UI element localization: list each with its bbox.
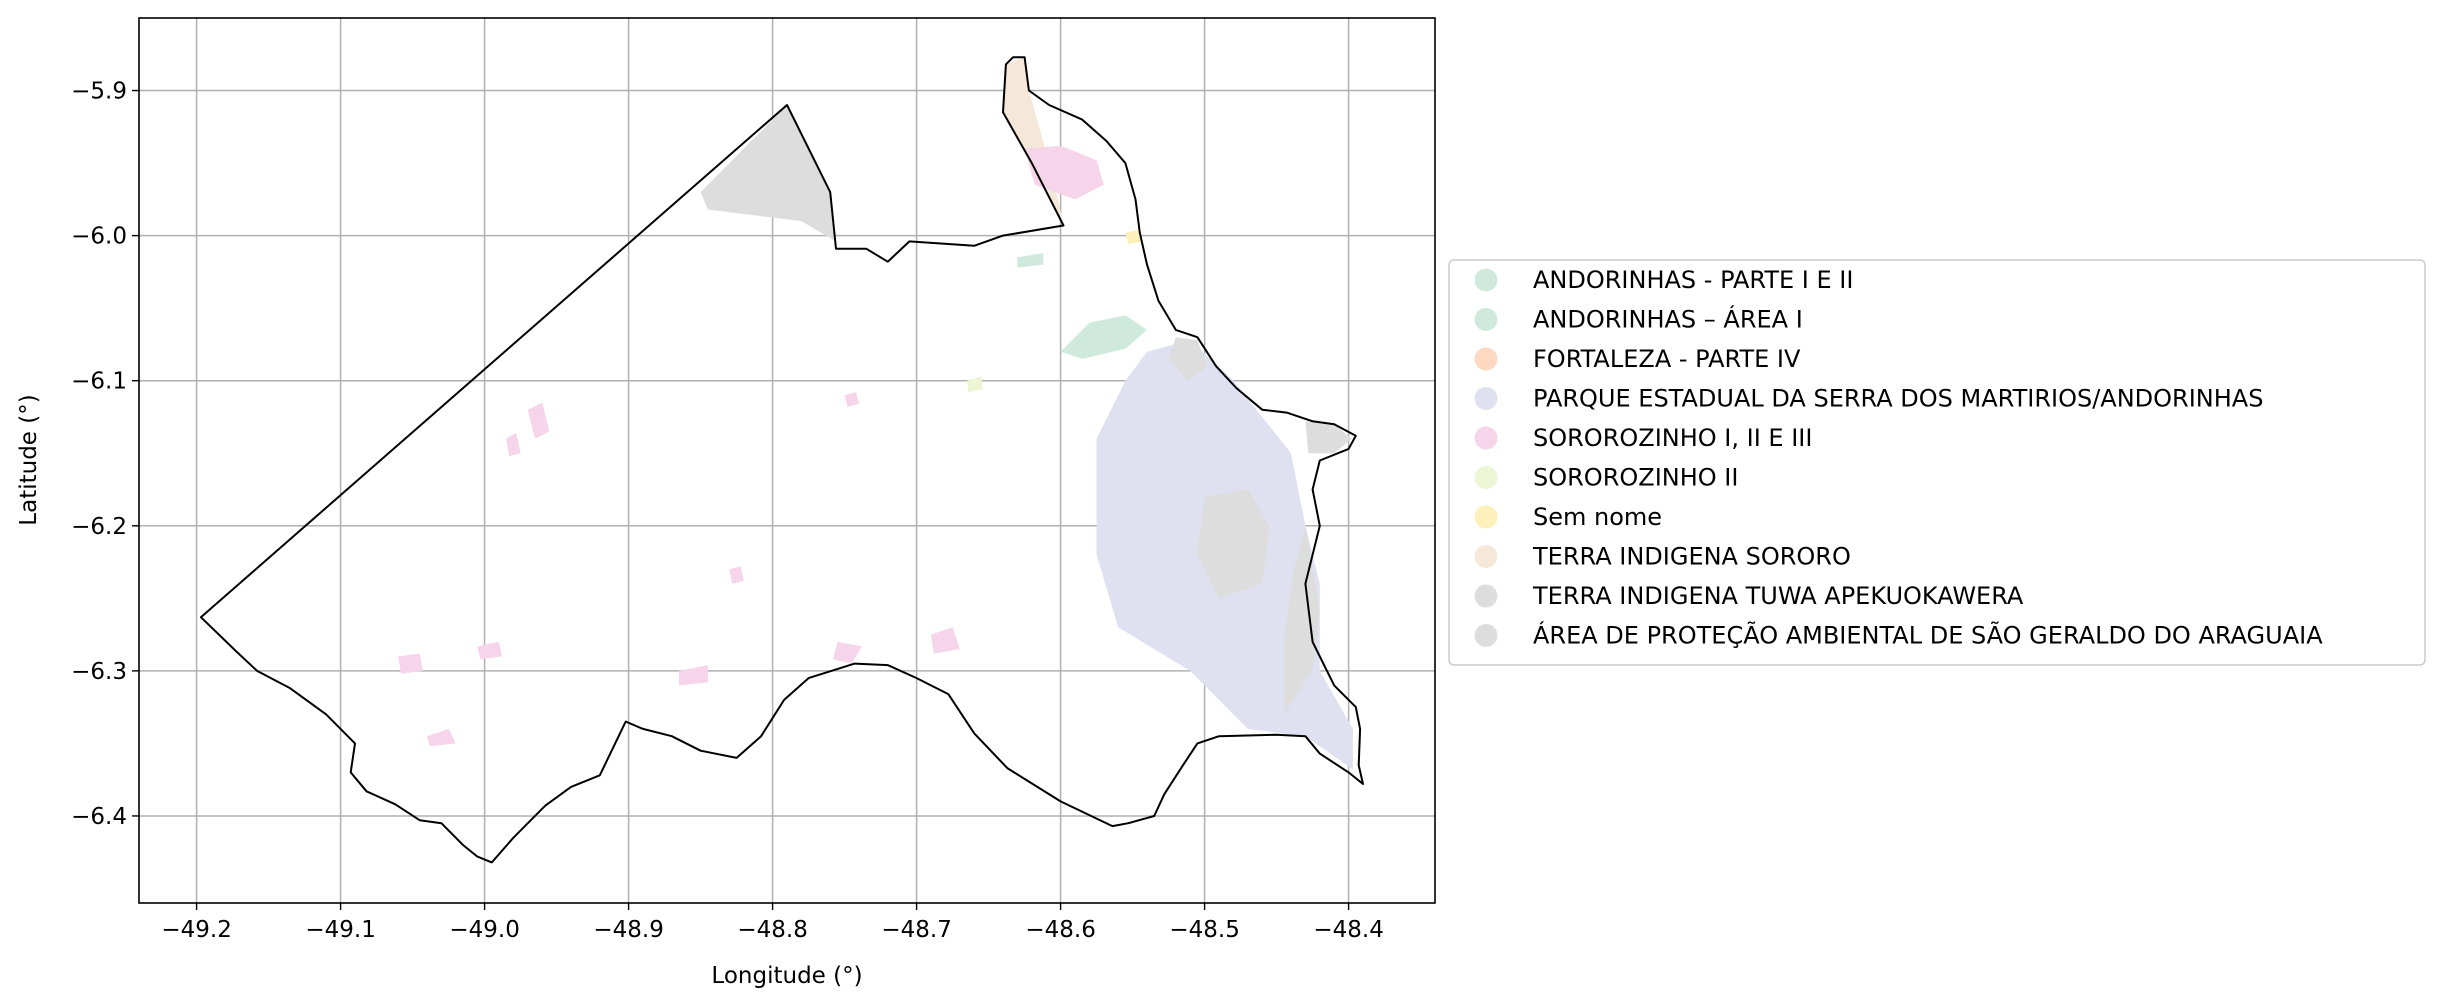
area-sem-nome: [1125, 229, 1143, 245]
legend-label: SOROROZINHO II: [1533, 464, 1738, 492]
x-tick-label: −48.6: [1025, 917, 1095, 943]
plot-frame: [138, 17, 1436, 904]
legend-entry: TERRA INDIGENA SORORO: [1474, 543, 1851, 571]
legend-entry: PARQUE ESTADUAL DA SERRA DOS MARTIRIOS/A…: [1474, 385, 2263, 413]
legend-marker: [1474, 308, 1498, 331]
legend-entry: ANDORINHAS - PARTE I E II: [1474, 266, 1853, 294]
legend-entry: ÁREA DE PROTEÇÃO AMBIENTAL DE SÃO GERALD…: [1474, 620, 2323, 650]
y-tick-label: −6.4: [71, 804, 127, 830]
legend-marker: [1474, 624, 1498, 647]
legend-label: ÁREA DE PROTEÇÃO AMBIENTAL DE SÃO GERALD…: [1533, 620, 2323, 650]
area-sororozinho-ii: [967, 376, 983, 393]
y-axis-ticks: −5.9 −6.0 −6.1 −6.2 −6.3 −6.4: [71, 79, 139, 830]
boundary-outline: [199, 56, 1364, 864]
area-sororozinho-i-ii-e-iii: [398, 653, 423, 674]
legend-entry: FORTALEZA - PARTE IV: [1474, 345, 1801, 373]
legend-marker: [1474, 347, 1498, 371]
x-tick-label: −48.9: [593, 917, 663, 943]
area-terra-indigena-sororo: [1003, 57, 1064, 226]
area-area-de-protecao-ambiental-de-sao-geraldo-do-araguaia: [1197, 489, 1270, 599]
area-terra-indigena-tuwa-apekuokawera: [700, 105, 836, 242]
area-sororozinho-i-ii-e-iii: [527, 402, 550, 439]
y-tick-label: −6.0: [71, 224, 127, 250]
x-axis-label: Longitude (°): [711, 963, 862, 989]
protected-areas: [398, 57, 1353, 770]
legend-label: PARQUE ESTADUAL DA SERRA DOS MARTIRIOS/A…: [1533, 385, 2263, 413]
area-sororozinho-i-ii-e-iii: [477, 641, 502, 660]
y-tick-label: −6.2: [71, 514, 127, 540]
legend: ANDORINHAS - PARTE I E II ANDORINHAS – ÁR…: [1448, 259, 2426, 666]
legend-marker: [1474, 584, 1498, 608]
legend-label: ANDORINHAS – ÁREA I: [1533, 305, 1803, 334]
municipality-boundary: [199, 56, 1364, 864]
area-sororozinho-i-ii-e-iii: [427, 728, 456, 747]
legend-entry: Sem nome: [1474, 503, 1662, 531]
x-tick-label: −48.7: [881, 917, 951, 943]
legend-marker: [1474, 387, 1498, 410]
y-tick-label: −5.9: [71, 79, 127, 105]
area-sororozinho-i-ii-e-iii: [506, 432, 521, 457]
legend-entry: ANDORINHAS – ÁREA I: [1474, 305, 1803, 334]
x-axis-ticks: −49.2 −49.1 −49.0 −48.9 −48.8 −48.7 −48.6 −48.5…: [161, 903, 1384, 943]
area-sororozinho-i-ii-e-iii: [833, 641, 862, 664]
x-tick-label: −48.4: [1313, 917, 1383, 943]
legend-frame: [1448, 259, 2426, 666]
area-sororozinho-i-ii-e-iii: [729, 566, 744, 584]
legend-marker: [1474, 466, 1498, 489]
legend-label: TERRA INDIGENA SORORO: [1532, 543, 1851, 571]
area-area-de-protecao-ambiental-de-sao-geraldo-do-araguaia: [1305, 421, 1352, 454]
area-andorinhas-parte-i-e-ii: [1060, 315, 1147, 359]
legend-marker: [1474, 505, 1498, 529]
x-tick-label: −48.5: [1169, 917, 1239, 943]
legend-entry: SOROROZINHO II: [1474, 464, 1738, 492]
x-tick-label: −48.8: [737, 917, 807, 943]
legend-marker: [1474, 426, 1498, 450]
area-area-de-protecao-ambiental-de-sao-geraldo-do-araguaia: [1168, 337, 1208, 381]
area-sororozinho-i-ii-e-iii: [931, 627, 960, 654]
legend-label: Sem nome: [1533, 503, 1662, 531]
legend-label: SOROROZINHO I, II E III: [1533, 424, 1812, 452]
y-tick-label: −6.1: [71, 369, 127, 395]
area-andorinhas-area-i: [1017, 253, 1044, 268]
legend-items: ANDORINHAS - PARTE I E II ANDORINHAS – ÁR…: [1474, 266, 2323, 650]
area-sororozinho-i-ii-e-iii: [844, 392, 859, 407]
x-tick-label: −49.0: [449, 917, 519, 943]
legend-marker: [1474, 545, 1498, 568]
legend-label: ANDORINHAS - PARTE I E II: [1533, 266, 1853, 294]
legend-marker: [1474, 268, 1498, 292]
y-tick-label: −6.3: [71, 659, 127, 685]
legend-label: FORTALEZA - PARTE IV: [1533, 345, 1801, 373]
legend-entry: TERRA INDIGENA TUWA APEKUOKAWERA: [1474, 582, 2024, 610]
x-tick-label: −49.2: [161, 917, 231, 943]
legend-entry: SOROROZINHO I, II E III: [1474, 424, 1812, 452]
area-area-de-protecao-ambiental-de-sao-geraldo-do-araguaia: [1283, 525, 1320, 715]
area-sororozinho-i-ii-e-iii: [679, 665, 708, 686]
x-tick-label: −49.1: [305, 917, 375, 943]
legend-label: TERRA INDIGENA TUWA APEKUOKAWERA: [1532, 582, 2024, 610]
y-axis-label: Latitude (°): [16, 394, 42, 525]
